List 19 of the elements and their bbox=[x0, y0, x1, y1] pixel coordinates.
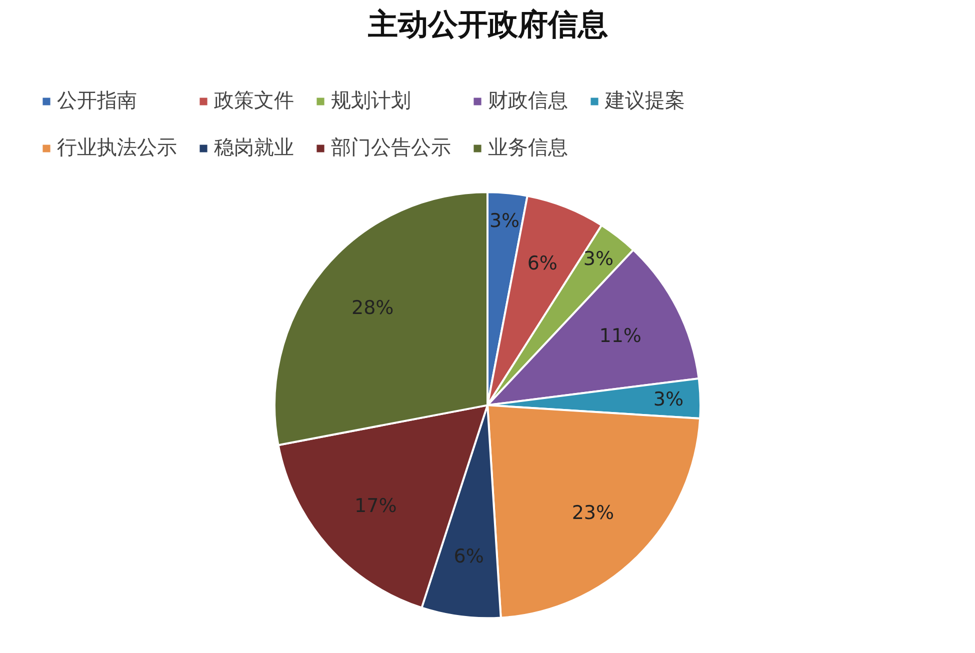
data-label: 3% bbox=[583, 248, 614, 270]
legend-label: 行业执法公示 bbox=[57, 134, 177, 161]
data-label: 6% bbox=[454, 545, 484, 568]
legend-label: 公开指南 bbox=[57, 87, 137, 114]
legend-label: 业务信息 bbox=[488, 134, 568, 161]
data-label: 28% bbox=[352, 297, 394, 320]
data-label: 3% bbox=[653, 388, 684, 410]
legend-label: 稳岗就业 bbox=[214, 134, 294, 161]
legend-label: 建议提案 bbox=[605, 87, 685, 114]
data-label: 17% bbox=[354, 494, 397, 517]
data-label: 6% bbox=[527, 252, 558, 275]
data-label: 11% bbox=[599, 325, 642, 347]
legend-label: 规划计划 bbox=[331, 87, 411, 114]
legend-label: 部门公告公示 bbox=[331, 134, 451, 161]
legend-label: 财政信息 bbox=[488, 87, 568, 114]
legend-label: 政策文件 bbox=[214, 87, 294, 114]
data-label: 3% bbox=[489, 210, 520, 232]
chart-title: 主动公开政府信息 bbox=[367, 8, 608, 42]
data-label: 23% bbox=[572, 502, 614, 524]
